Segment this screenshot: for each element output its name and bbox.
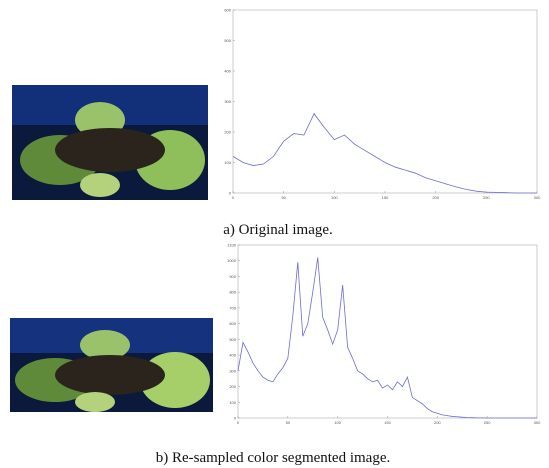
y-tick-label: 500 — [224, 38, 231, 43]
y-tick-label: 900 — [229, 274, 236, 279]
x-tick-label: 250 — [484, 420, 491, 425]
y-tick-label: 800 — [229, 290, 236, 295]
plot-frame — [237, 244, 538, 419]
y-tick-label: 300 — [229, 368, 236, 373]
x-tick-label: 300 — [534, 195, 541, 200]
y-tick-label: 200 — [224, 130, 231, 135]
x-tick-label: 50 — [286, 420, 291, 425]
y-tick-label: 500 — [229, 337, 236, 342]
y-tick-label: 400 — [224, 69, 231, 74]
histogram-line — [232, 112, 537, 194]
photo-segmented — [10, 318, 213, 412]
photo-original — [12, 85, 208, 200]
x-tick-label: 200 — [432, 195, 439, 200]
x-tick-label: 250 — [483, 195, 490, 200]
y-tick-label: 0 — [229, 191, 232, 196]
y-tick-label: 100 — [224, 160, 231, 165]
y-tick-label: 700 — [229, 305, 236, 310]
y-tick-label: 1000 — [227, 258, 237, 263]
caption: a) Original image. — [223, 222, 333, 238]
y-tick-label: 100 — [229, 400, 236, 405]
x-tick-label: 200 — [434, 420, 441, 425]
x-tick-label: 150 — [382, 195, 389, 200]
plot-frame — [232, 9, 538, 194]
y-tick-label: 600 — [224, 8, 231, 13]
histogram-line — [237, 257, 537, 419]
x-tick-label: 100 — [331, 195, 338, 200]
x-tick-label: 0 — [232, 195, 235, 200]
x-tick-label: 50 — [281, 195, 286, 200]
x-tick-label: 150 — [384, 420, 391, 425]
x-tick-label: 300 — [534, 420, 541, 425]
y-tick-label: 200 — [229, 384, 236, 389]
caption: b) Re-sampled color segmented image. — [156, 450, 391, 466]
x-tick-label: 100 — [334, 420, 341, 425]
x-tick-label: 0 — [237, 420, 240, 425]
y-tick-label: 400 — [229, 353, 236, 358]
y-tick-label: 1100 — [227, 243, 236, 248]
y-tick-label: 0 — [234, 416, 237, 421]
y-tick-label: 300 — [224, 99, 231, 104]
y-tick-label: 600 — [229, 321, 236, 326]
